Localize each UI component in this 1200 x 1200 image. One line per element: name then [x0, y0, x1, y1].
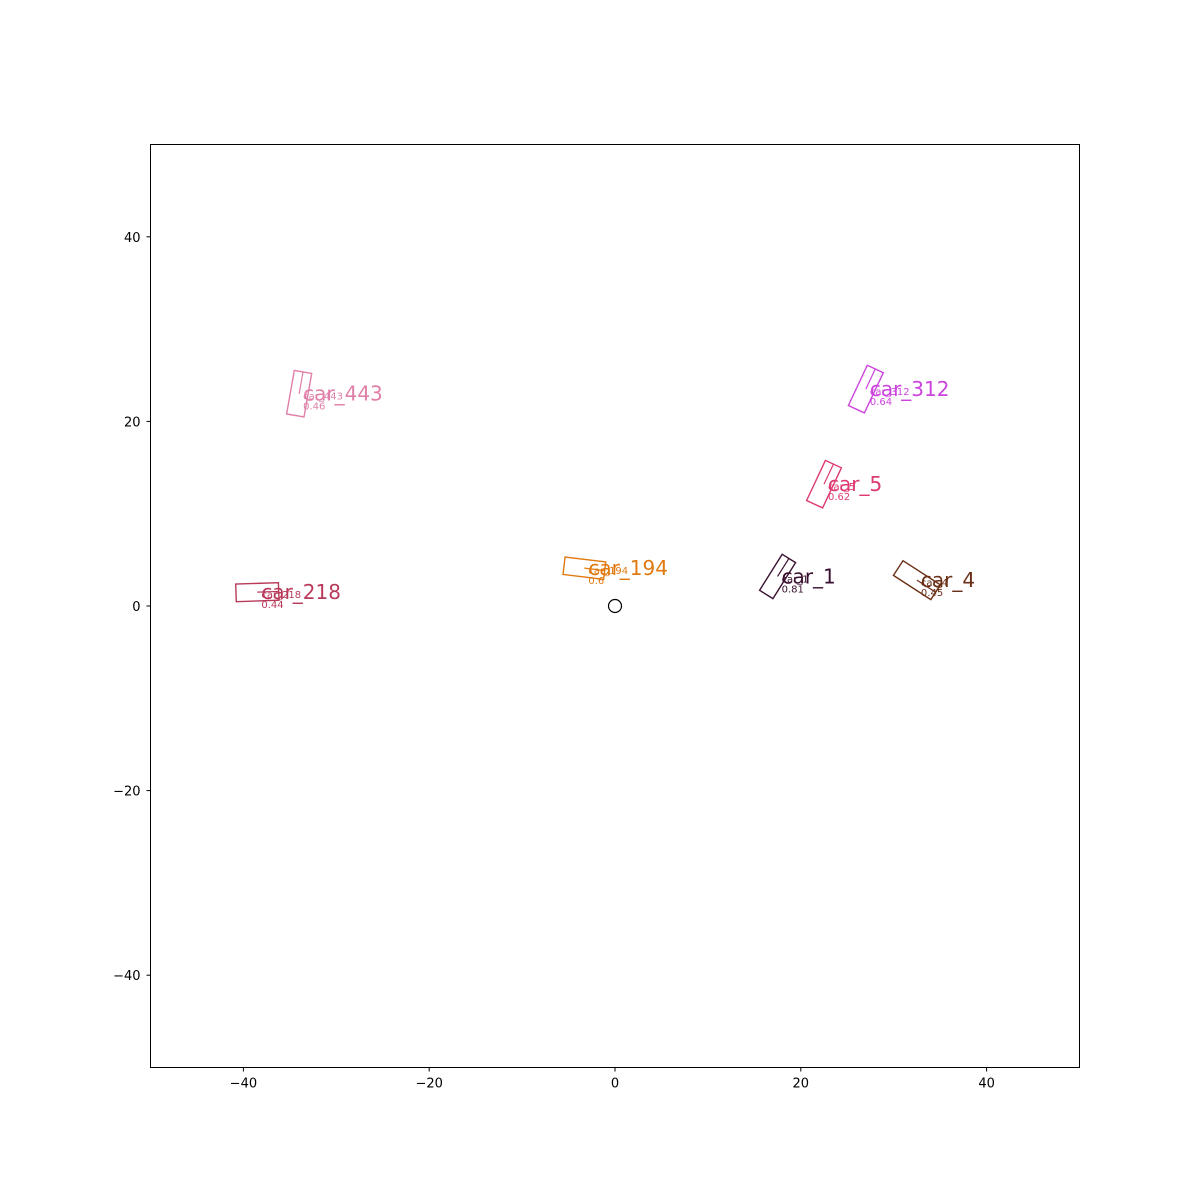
object-score-label: 0.64 — [870, 397, 892, 408]
object-score-label: 0.45 — [921, 588, 943, 599]
bounding-box — [758, 553, 797, 600]
y-tick-label: −20 — [113, 785, 140, 800]
object-label: car_218 — [261, 580, 341, 604]
object-score-label: 0.46 — [303, 402, 325, 413]
bounding-box — [892, 559, 942, 601]
object-id-label: car_443 — [303, 392, 343, 403]
object-id-label: car_4 — [921, 578, 948, 589]
heading-line — [257, 590, 279, 593]
object-id-label: car_194 — [588, 566, 628, 577]
object-id-label: car_218 — [261, 590, 301, 601]
bounding-box — [285, 369, 313, 418]
x-tick-label: −40 — [230, 1077, 257, 1092]
x-tick-label: 40 — [978, 1077, 995, 1092]
plot-area: car_443car_4430.46car_312car_3120.64car_… — [234, 364, 975, 614]
object-id-label: car_312 — [870, 387, 910, 398]
heading-line — [584, 567, 605, 572]
object-label: car_5 — [828, 472, 882, 496]
bounding-box — [847, 364, 885, 414]
y-tick-label: 0 — [132, 600, 140, 615]
x-tick-label: 0 — [611, 1077, 619, 1092]
object-score-label: 0.6 — [588, 576, 604, 587]
heading-line — [823, 463, 834, 485]
x-tick-label: 20 — [793, 1077, 810, 1092]
ego-vehicle-marker — [607, 598, 623, 614]
heading-line — [298, 371, 304, 394]
object-id-label: car_5 — [828, 482, 855, 493]
heading-line — [916, 579, 936, 593]
bounding-box — [805, 459, 843, 509]
object-score-label: 0.62 — [828, 492, 850, 503]
bounding-box — [562, 556, 607, 581]
y-tick-label: −40 — [113, 969, 140, 984]
axes: −40 −20 0 20 40 −40 −20 0 20 40 — [113, 231, 995, 1092]
y-tick-label: 40 — [124, 231, 141, 246]
object-label: car_312 — [870, 377, 950, 401]
object-id-label: car_1 — [782, 574, 809, 585]
object-score-label: 0.44 — [261, 600, 283, 611]
bounding-box — [234, 581, 280, 603]
x-tick-label: −20 — [415, 1077, 442, 1092]
heading-line — [865, 368, 876, 390]
object-label: car_443 — [303, 382, 383, 406]
heading-line — [777, 558, 790, 577]
object-label: car_4 — [921, 568, 975, 592]
object-label: car_194 — [588, 556, 668, 580]
object-score-label: 0.81 — [782, 584, 804, 595]
y-tick-label: 20 — [124, 415, 141, 430]
object-label: car_1 — [782, 564, 836, 588]
